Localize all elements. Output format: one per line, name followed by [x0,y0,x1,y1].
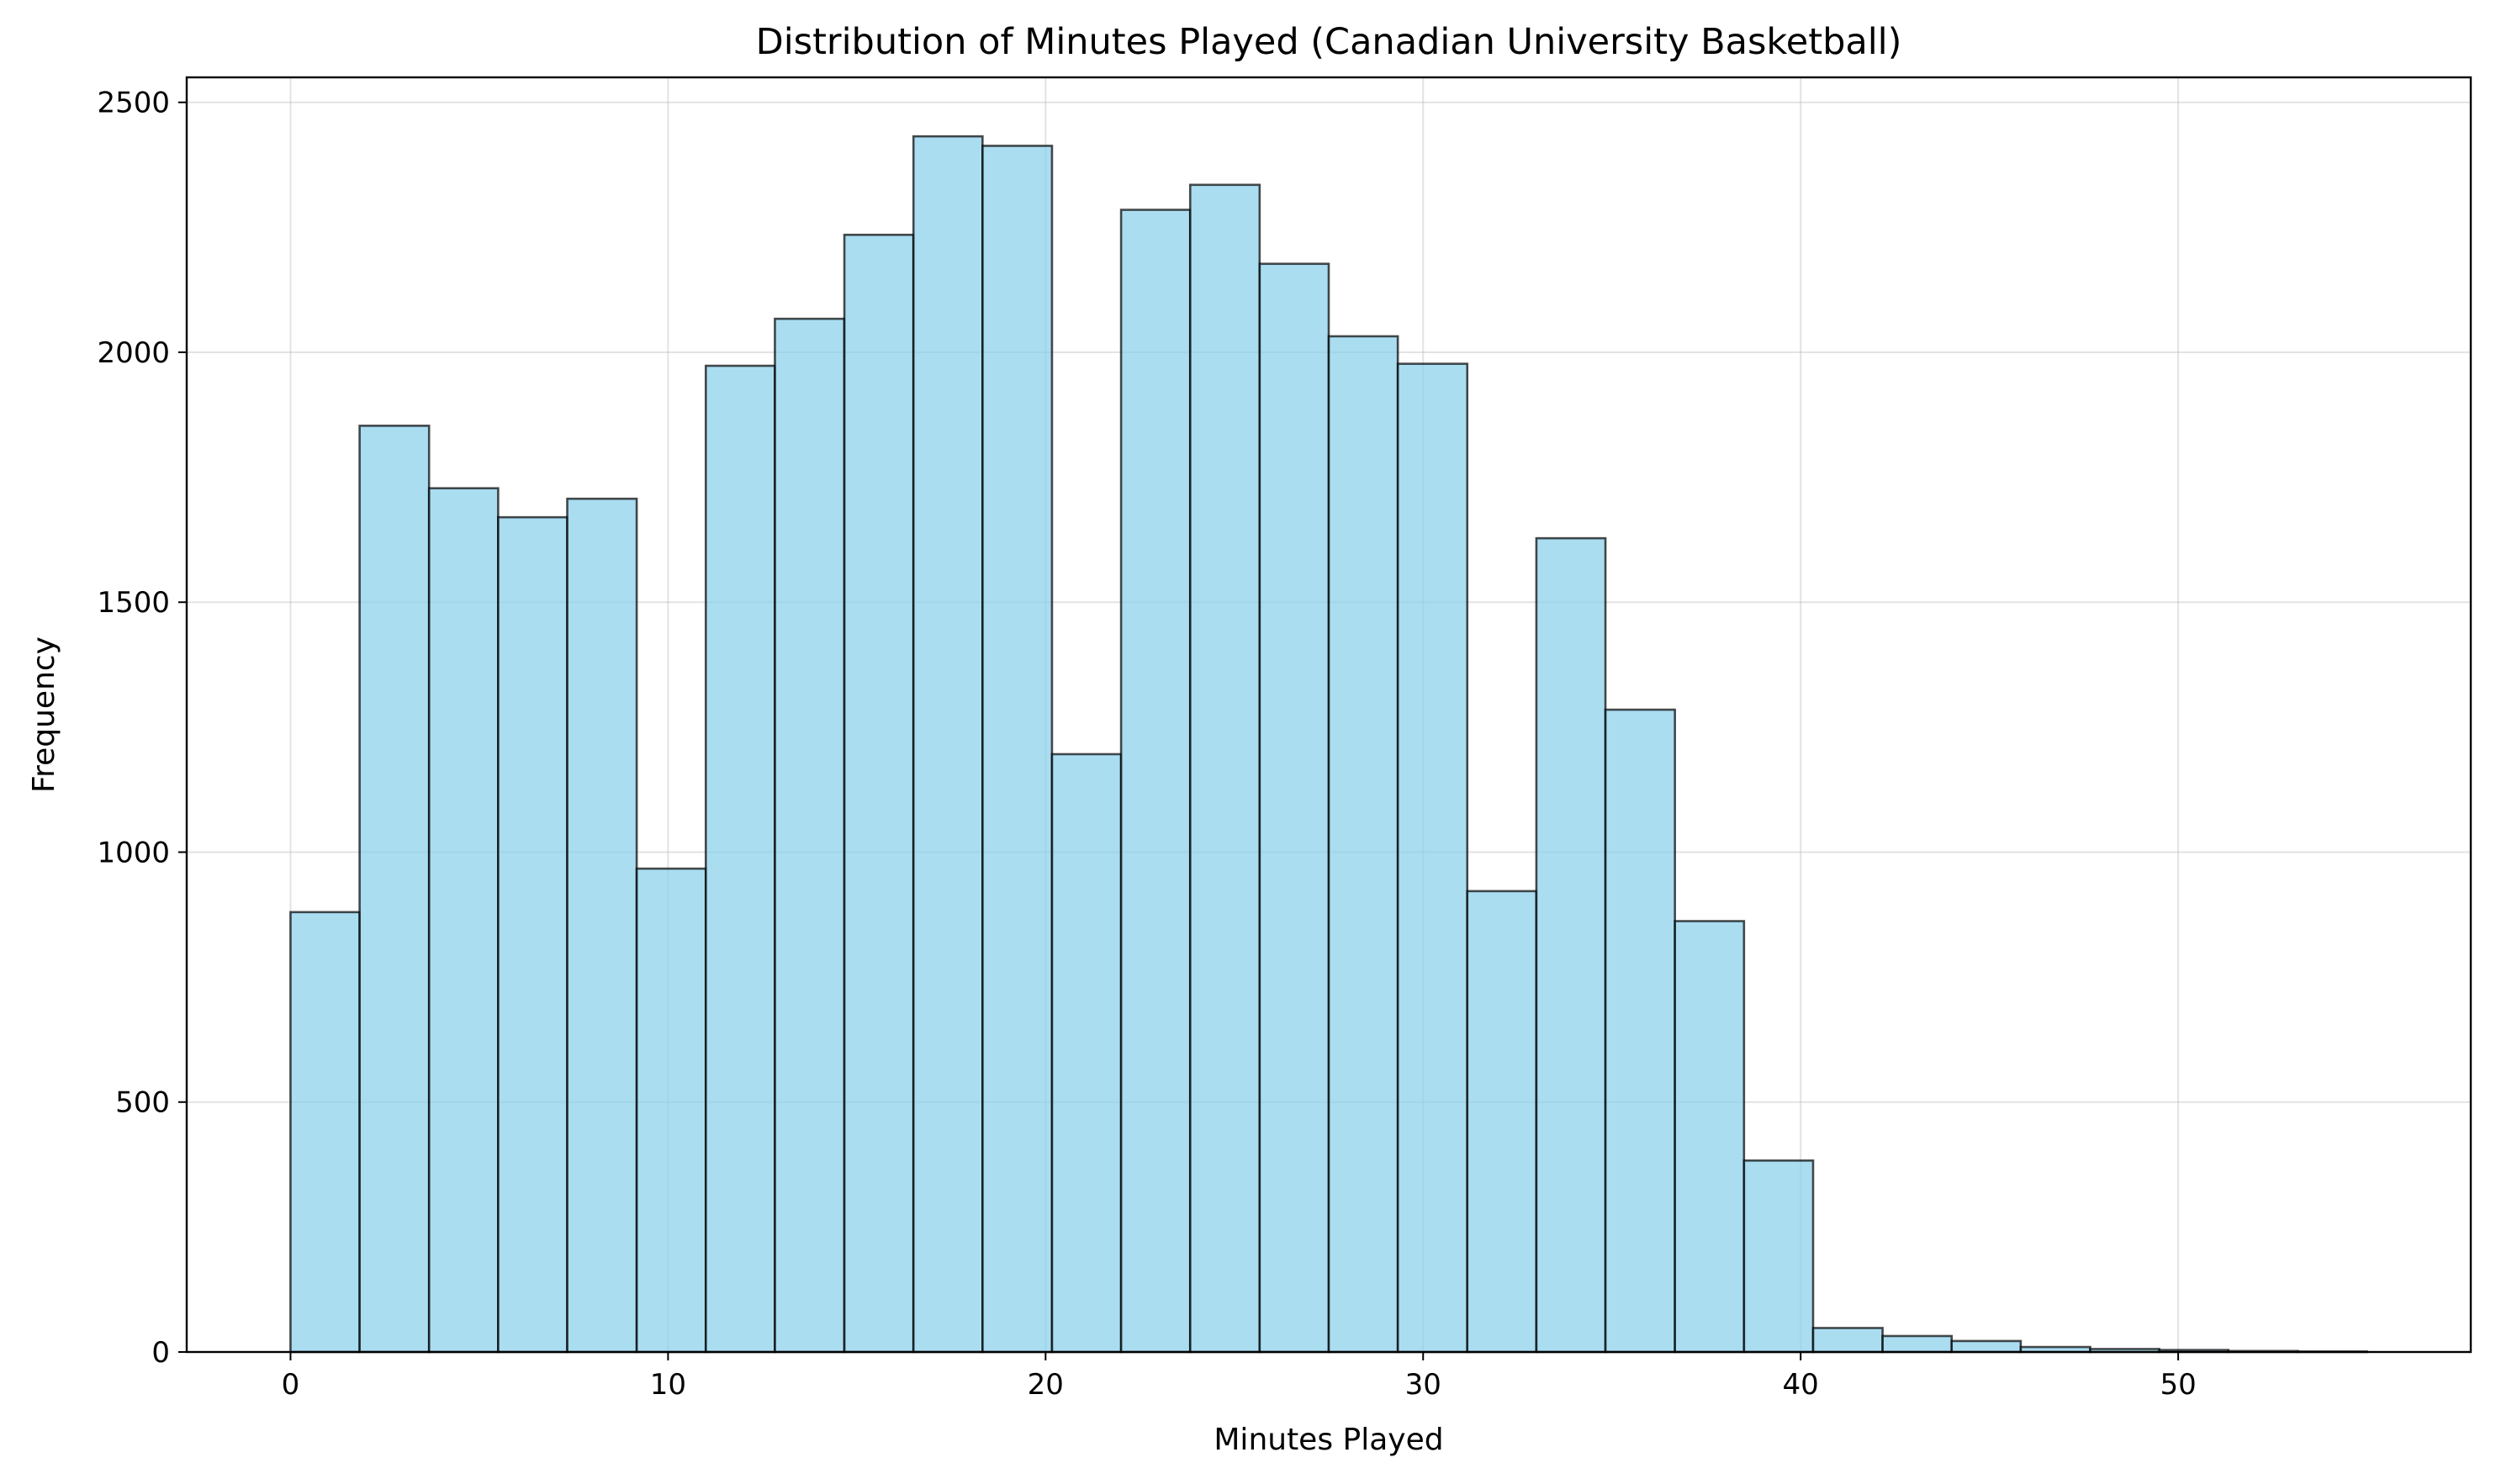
x-tick-label: 10 [650,1368,686,1402]
histogram-bar [358,425,431,1354]
x-axis-ticks: 0 10 20 30 40 50 [282,1352,2197,1402]
y-tick-label: 1000 [97,836,170,869]
histogram-bar [1881,1334,1954,1354]
y-axis-label: Frequency [27,636,61,793]
x-tick-label: 50 [2160,1368,2196,1402]
y-axis-ticks: 0 500 1000 1500 2000 2500 [97,87,187,1370]
histogram-bar [1119,209,1192,1354]
x-tick-label: 30 [1405,1368,1441,1402]
histogram-bar [1327,335,1399,1354]
x-tick-label: 0 [282,1368,300,1402]
y-tick-label: 1500 [97,586,170,620]
histogram-bar [1466,890,1538,1354]
histogram-bar [1604,708,1676,1354]
histogram-bar [981,145,1054,1354]
histogram-bar [497,515,568,1354]
histogram-bar [1674,920,1746,1354]
y-tick-label: 2500 [97,87,170,120]
histogram-bar [704,364,776,1354]
y-tick-label: 0 [151,1336,170,1370]
y-tick-label: 500 [115,1086,170,1120]
x-axis-label: Minutes Played [1214,1423,1443,1457]
histogram-bar [1188,183,1261,1354]
histogram-bar [566,497,638,1354]
histogram-bar [427,487,500,1354]
histogram-bar [1950,1339,2023,1354]
histogram-bar [1535,536,1607,1354]
histogram-bar [1050,753,1123,1354]
histogram-bar [774,317,846,1354]
histogram-bar [1258,262,1330,1354]
histogram-bar [1811,1327,1884,1354]
x-tick-label: 40 [1783,1368,1819,1402]
histogram-bar [1396,362,1469,1354]
chart-title: Distribution of Minutes Played (Canadian… [756,21,1902,63]
plot-frame [185,76,2472,1354]
histogram-bar [1742,1159,1815,1354]
y-tick-label: 2000 [97,336,170,370]
histogram-bar [635,867,707,1354]
histogram-bar [843,233,915,1354]
histogram-bar [912,135,984,1354]
histogram-bar [289,911,361,1354]
x-tick-label: 20 [1028,1368,1064,1402]
histogram-bars [289,135,2368,1354]
